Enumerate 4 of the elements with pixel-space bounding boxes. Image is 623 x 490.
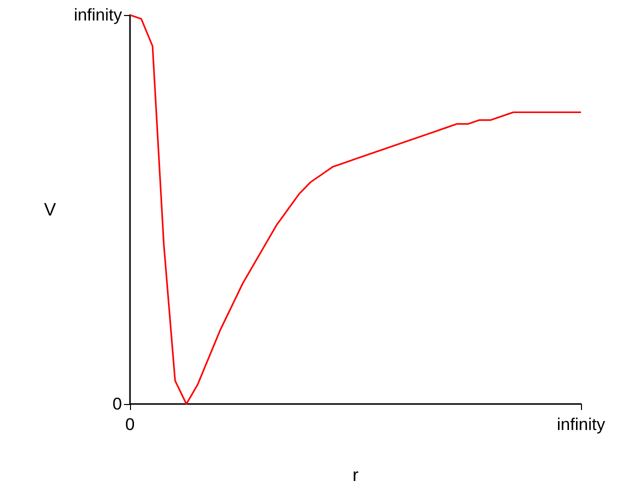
text: 0 bbox=[112, 394, 122, 414]
y-axis-title: V bbox=[44, 200, 56, 220]
text: infinity bbox=[74, 6, 122, 24]
x-axis-title: r bbox=[352, 465, 358, 485]
